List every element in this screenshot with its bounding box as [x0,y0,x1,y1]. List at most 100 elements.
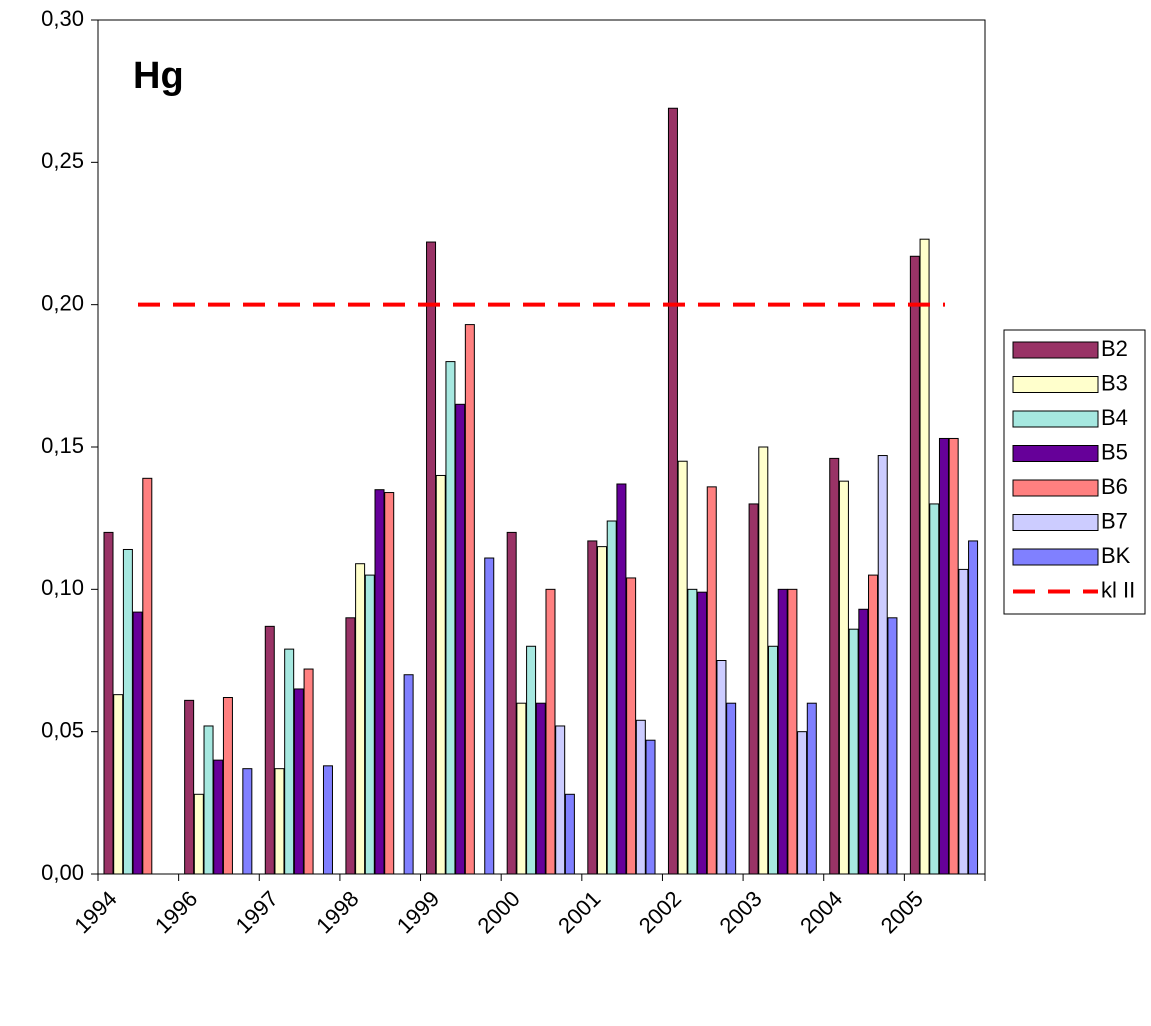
bar [284,648,295,875]
legend-label: BK [1101,543,1131,568]
bar [384,492,395,875]
legend-swatch [1012,479,1099,497]
bar [797,731,808,875]
y-tick-label: 0,15 [41,433,84,458]
bar [748,503,759,875]
bar [132,611,143,875]
legend-swatch [1012,410,1099,428]
x-tick-label: 2004 [795,886,847,938]
bar [806,702,817,875]
bar [777,588,788,875]
bar [345,617,356,875]
y-tick-label: 0,00 [41,860,84,885]
bar [203,725,214,875]
x-tick-label: 1997 [231,886,283,938]
legend-label: B4 [1101,405,1128,430]
legend-label: kl II [1101,577,1135,602]
bar [322,765,333,875]
x-tick-label: 1999 [392,886,444,938]
legend-label: B7 [1101,508,1128,533]
bar [787,588,798,875]
bar [142,477,153,875]
bar [242,768,253,875]
x-tick-label: 1998 [311,886,363,938]
bar [616,483,627,875]
bar [193,793,204,875]
legend-swatch [1012,445,1099,462]
legend-swatch [1012,341,1099,359]
bar [758,446,769,875]
bar [868,574,879,875]
bar [274,768,285,875]
bar [535,702,546,875]
legend-label: B3 [1101,370,1128,395]
bar [645,739,656,875]
chart-title: Hg [133,55,184,97]
bar [435,474,446,875]
bar [968,540,979,875]
bar [555,725,566,875]
bar [374,489,385,875]
bar [848,628,859,875]
bar [464,324,475,875]
legend-swatch [1012,376,1099,393]
bar [103,531,114,875]
x-tick-label: 1996 [150,886,202,938]
bar [829,457,840,875]
bar [516,702,527,875]
bar [122,548,133,875]
bar [364,574,375,875]
bar [597,546,608,875]
x-tick-label: 2001 [553,886,605,938]
legend: B2 B3 B4 B5 B6 B7 BK kl II [1003,329,1146,615]
bar [184,699,195,875]
x-tick-label: 2003 [714,886,766,938]
bar [113,694,124,875]
bar [506,531,517,875]
bar [716,660,727,875]
bar [403,674,414,875]
bar [426,241,437,875]
bar [909,255,920,875]
bar [626,577,637,875]
legend-swatch [1012,514,1099,531]
bar [293,688,304,875]
bar [355,563,366,875]
bar [919,238,930,875]
bar [687,588,698,875]
bar [677,460,688,875]
x-tick-label: 1994 [69,886,121,938]
legend-swatch [1012,548,1099,566]
y-tick-label: 0,20 [41,290,84,315]
y-tick-label: 0,30 [41,6,84,31]
bar [767,645,778,875]
bar [958,568,969,875]
bar [587,540,598,875]
bar [929,503,940,875]
bar [706,486,717,875]
bar [455,403,466,875]
x-tick-label: 2002 [634,886,686,938]
bar [635,719,646,875]
x-tick-label: 2005 [876,886,928,938]
bar [697,591,708,875]
bar [606,520,617,875]
bar [484,557,495,875]
bar [838,480,849,875]
legend-label: B2 [1101,336,1128,361]
bar [858,608,869,875]
legend-label: B6 [1101,474,1128,499]
bar [303,668,314,875]
x-tick-label: 2000 [473,886,525,938]
y-tick-label: 0,25 [41,148,84,173]
bar [545,588,556,875]
bar [264,625,275,875]
bar [213,759,224,875]
bar [887,617,898,875]
bar [564,793,575,875]
bar [667,107,678,875]
y-tick-label: 0,05 [41,717,84,742]
bar [877,455,888,875]
y-tick-label: 0,10 [41,575,84,600]
